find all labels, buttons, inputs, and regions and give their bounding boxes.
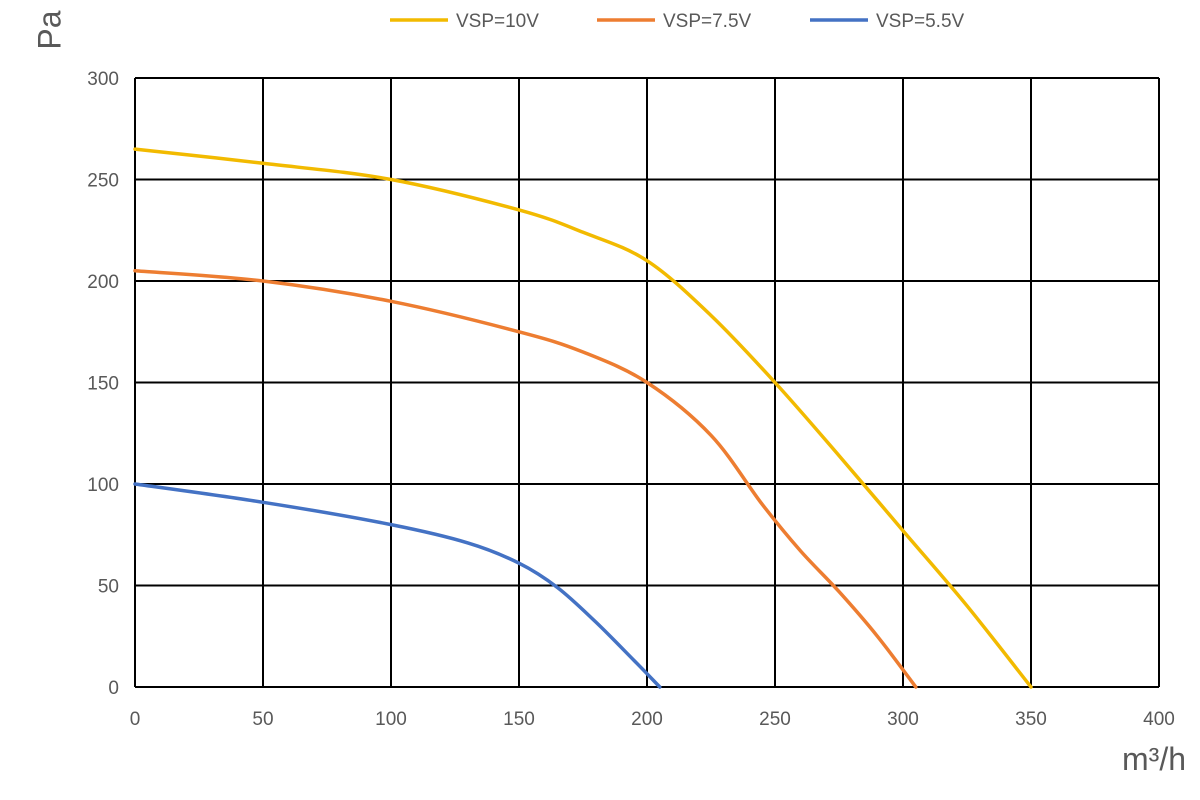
x-tick-label: 200 [631, 709, 663, 730]
x-tick-label: 400 [1143, 709, 1175, 730]
legend-label: VSP=5.5V [876, 11, 965, 32]
x-tick-label: 150 [503, 709, 535, 730]
legend: VSP=10V VSP=7.5V VSP=5.5V [390, 11, 965, 32]
legend-label: VSP=7.5V [663, 11, 752, 32]
legend-label: VSP=10V [456, 11, 539, 32]
x-tick-label: 350 [1015, 709, 1047, 730]
series-line-2 [133, 482, 662, 689]
y-tick-label: 150 [87, 374, 119, 395]
series-line-1 [133, 269, 918, 689]
x-axis-ticks: 0 50 100 150 200 250 300 350 400 [130, 709, 1175, 730]
y-axis-ticks: 0 50 100 150 200 250 300 [87, 69, 119, 699]
series-line-0 [133, 147, 1033, 689]
x-tick-label: 300 [887, 709, 919, 730]
y-axis-title: Pa [31, 10, 67, 49]
x-tick-label: 50 [252, 709, 273, 730]
series-lines [133, 147, 1033, 689]
x-tick-label: 250 [759, 709, 791, 730]
y-tick-label: 100 [87, 475, 119, 496]
y-tick-label: 300 [87, 69, 119, 90]
x-axis-title: m³/h [1122, 741, 1186, 777]
x-tick-label: 0 [130, 709, 141, 730]
y-tick-label: 50 [98, 577, 119, 598]
x-tick-label: 100 [375, 709, 407, 730]
y-tick-label: 0 [108, 678, 119, 699]
y-tick-label: 250 [87, 171, 119, 192]
y-tick-label: 200 [87, 272, 119, 293]
